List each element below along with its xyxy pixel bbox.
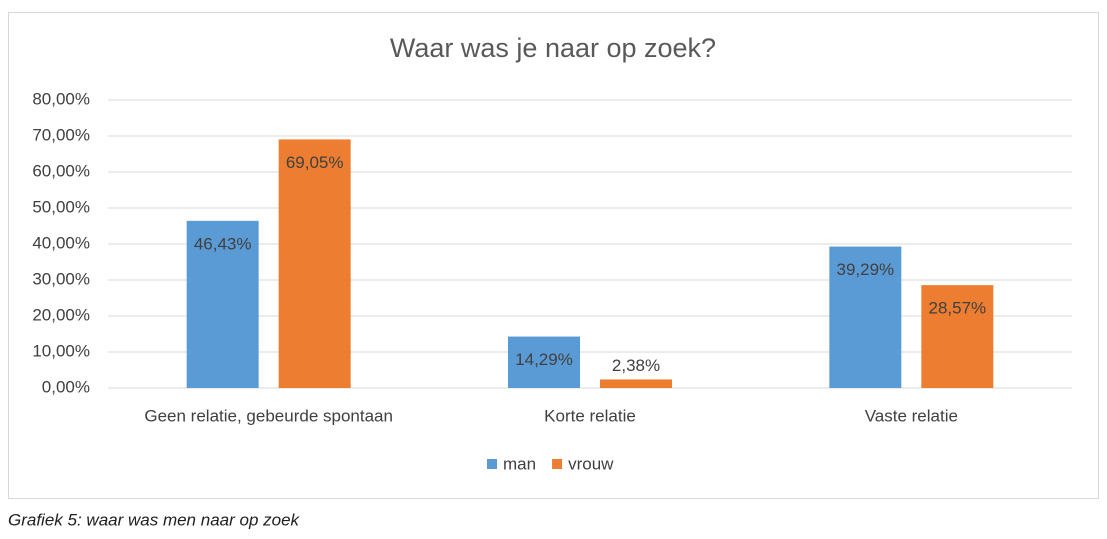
data-label: 39,29% <box>836 260 894 279</box>
y-tick-label: 20,00% <box>32 305 90 324</box>
legend-label: man <box>503 454 536 473</box>
y-tick-label: 70,00% <box>32 125 90 144</box>
data-label: 28,57% <box>928 299 986 318</box>
data-label: 14,29% <box>515 350 573 369</box>
bar <box>921 285 994 388</box>
chart-title: Waar was je naar op zoek? <box>390 33 716 63</box>
bar <box>600 379 672 388</box>
legend-label: vrouw <box>568 454 614 473</box>
bar <box>829 246 902 388</box>
y-tick-label: 80,00% <box>32 89 90 108</box>
caption: Grafiek 5: waar was men naar op zoek <box>8 510 301 529</box>
chart-frame <box>8 12 1099 499</box>
bar <box>186 220 259 388</box>
legend-swatch <box>487 459 497 469</box>
y-tick-label: 10,00% <box>32 341 90 360</box>
bar <box>508 336 580 388</box>
y-tick-label: 30,00% <box>32 269 90 288</box>
x-tick-label: Vaste relatie <box>865 406 958 425</box>
data-label: 46,43% <box>194 234 252 253</box>
legend-swatch <box>552 459 563 469</box>
y-tick-label: 0,00% <box>42 377 90 396</box>
y-tick-label: 60,00% <box>32 161 90 180</box>
y-tick-label: 50,00% <box>32 197 90 216</box>
bar <box>278 139 351 388</box>
x-tick-label: Geen relatie, gebeurde spontaan <box>144 406 393 425</box>
data-label: 69,05% <box>286 153 344 172</box>
data-label: 2,38% <box>612 356 660 375</box>
x-tick-label: Korte relatie <box>544 406 636 425</box>
y-tick-label: 40,00% <box>32 233 90 252</box>
